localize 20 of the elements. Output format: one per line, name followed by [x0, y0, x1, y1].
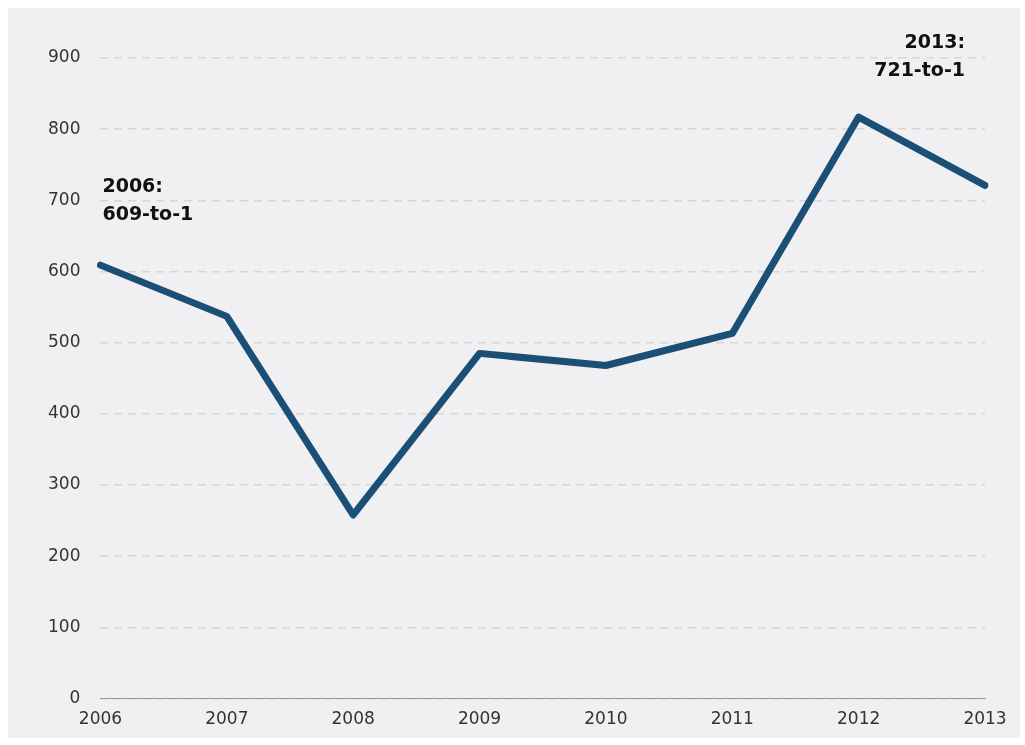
x-tick-label: 2006 [78, 708, 123, 729]
y-tick-label: 300 [47, 473, 81, 494]
x-tick-label: 2011 [710, 708, 754, 729]
x-tick-label: 2009 [457, 708, 502, 729]
annotation: 2013: 721-to-1 [874, 30, 965, 80]
y-tick-label: 200 [47, 544, 81, 565]
y-tick-label: 500 [47, 331, 81, 352]
x-tick-label: 2010 [584, 708, 628, 729]
x-tick-label: 2012 [837, 708, 881, 729]
y-tick-label: 100 [47, 615, 81, 636]
x-tick-label: 2008 [331, 708, 375, 729]
annotation: 2006: 609-to-1 [102, 174, 194, 225]
x-tick-label: 2007 [205, 708, 249, 729]
y-tick-label: 600 [47, 259, 81, 280]
y-tick-label: 400 [47, 402, 81, 423]
y-tick-label: 900 [47, 46, 81, 67]
y-tick-label: 800 [47, 117, 81, 138]
y-tick-label: 0 [69, 687, 81, 708]
y-tick-label: 700 [47, 188, 81, 209]
x-tick-label: 2013 [963, 708, 1007, 729]
